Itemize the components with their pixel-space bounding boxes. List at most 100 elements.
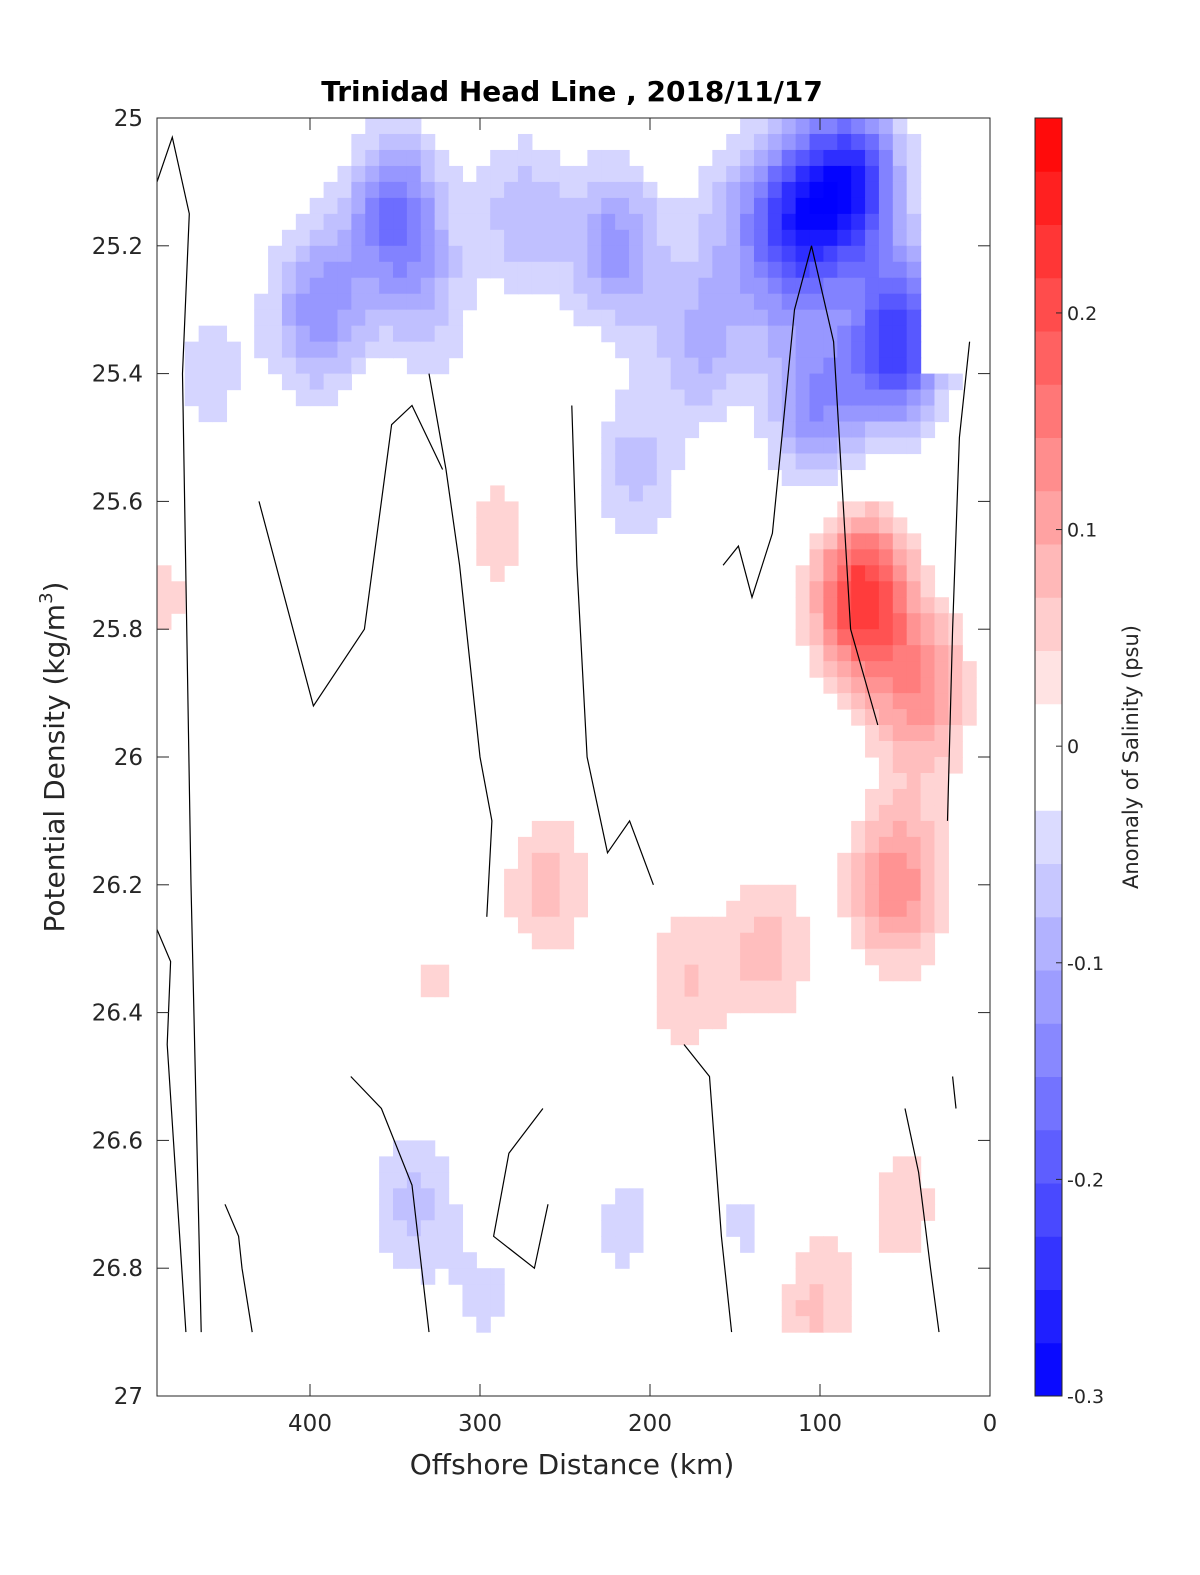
- heatmap-cell: [809, 309, 824, 327]
- heatmap-cell: [462, 197, 477, 215]
- heatmap-cell: [851, 661, 866, 678]
- heatmap-cell: [726, 309, 741, 327]
- heatmap-cell: [726, 277, 741, 295]
- heatmap-cell: [726, 165, 741, 183]
- heatmap-cell: [753, 996, 769, 1014]
- heatmap-cell: [379, 1236, 394, 1253]
- colorbar-segment: [1035, 757, 1062, 811]
- heatmap-cell: [309, 245, 325, 263]
- heatmap-cell: [892, 197, 908, 215]
- heatmap-cell: [393, 245, 408, 263]
- heatmap-cell: [698, 389, 713, 407]
- heatmap-cell: [476, 1316, 491, 1333]
- heatmap-cell: [740, 1236, 755, 1253]
- heatmap-cell: [795, 597, 811, 614]
- heatmap-cell: [906, 565, 922, 582]
- heatmap-cell: [504, 165, 519, 183]
- heatmap-cell: [448, 325, 464, 343]
- y-tick-label: 25: [114, 106, 143, 132]
- heatmap-cell: [740, 964, 755, 982]
- colorbar-segment: [1035, 490, 1062, 545]
- heatmap-cell: [531, 213, 547, 231]
- heatmap-cell: [462, 261, 477, 279]
- heatmap-cell: [878, 565, 894, 582]
- heatmap-cell: [559, 277, 575, 295]
- colorbar: [1035, 118, 1062, 1397]
- heatmap-cell: [531, 932, 547, 950]
- heatmap-cell: [906, 677, 922, 694]
- heatmap-cell: [420, 309, 436, 327]
- heatmap-cell: [878, 709, 894, 726]
- heatmap-cell: [434, 325, 450, 343]
- heatmap-cell: [837, 597, 852, 614]
- heatmap-cell: [948, 373, 963, 391]
- heatmap-cell: [906, 709, 922, 726]
- heatmap-cell: [698, 916, 713, 934]
- heatmap-cell: [920, 948, 936, 966]
- heatmap-cell: [892, 421, 908, 439]
- heatmap-cell: [837, 133, 852, 151]
- heatmap-cell: [420, 133, 436, 151]
- heatmap-cell: [753, 341, 769, 359]
- heatmap-cell: [406, 1188, 422, 1205]
- heatmap-cell: [379, 149, 394, 167]
- heatmap-cell: [865, 725, 880, 742]
- heatmap-cell: [823, 133, 838, 151]
- heatmap-cell: [837, 341, 852, 359]
- heatmap-cell: [781, 996, 797, 1014]
- heatmap-cell: [906, 693, 922, 710]
- heatmap-cell: [837, 565, 852, 582]
- heatmap-cell: [851, 517, 866, 534]
- heatmap-cell: [670, 277, 686, 295]
- heatmap-cell: [434, 1252, 450, 1269]
- heatmap-cell: [934, 373, 949, 391]
- heatmap-cell: [379, 1172, 394, 1189]
- heatmap-cell: [767, 197, 783, 215]
- colorbar-segment: [1035, 171, 1062, 225]
- heatmap-cell: [809, 245, 824, 263]
- heatmap-cell: [712, 980, 727, 998]
- heatmap-cell: [878, 437, 894, 455]
- heatmap-cell: [892, 948, 908, 966]
- heatmap-cell: [809, 629, 824, 646]
- x-tick-label: 100: [798, 1411, 842, 1437]
- heatmap-cell: [323, 389, 339, 407]
- heatmap-cell: [934, 757, 949, 774]
- heatmap-cell: [545, 852, 561, 870]
- heatmap-cell: [323, 341, 339, 359]
- heatmap-cell: [351, 277, 366, 295]
- heatmap-cell: [851, 118, 866, 135]
- heatmap-cell: [878, 261, 894, 279]
- heatmap-cell: [559, 884, 575, 902]
- heatmap-cell: [559, 165, 575, 183]
- heatmap-cell: [684, 373, 700, 391]
- heatmap-cell: [851, 165, 866, 183]
- heatmap-cell: [892, 325, 908, 343]
- heatmap-cell: [795, 261, 811, 279]
- x-tick-label: 0: [983, 1411, 998, 1437]
- heatmap-cell: [684, 357, 700, 375]
- heatmap-cell: [281, 309, 297, 327]
- heatmap-cell: [878, 213, 894, 231]
- heatmap-cell: [767, 884, 783, 902]
- heatmap-cell: [226, 341, 241, 359]
- heatmap-cell: [892, 629, 908, 646]
- heatmap-cell: [351, 309, 366, 327]
- heatmap-cell: [684, 229, 700, 247]
- heatmap-cell: [712, 948, 727, 966]
- heatmap-cell: [393, 181, 408, 199]
- heatmap-cell: [934, 916, 949, 934]
- y-tick-label: 25.6: [92, 489, 143, 515]
- heatmap-cell: [823, 1268, 838, 1285]
- heatmap-cell: [268, 245, 283, 263]
- heatmap-cell: [837, 1252, 852, 1269]
- heatmap-cell: [865, 788, 880, 806]
- heatmap-cell: [823, 373, 838, 391]
- heatmap-cell: [629, 517, 644, 534]
- heatmap-cell: [906, 932, 922, 950]
- heatmap-cell: [337, 165, 352, 183]
- heatmap-cell: [656, 405, 672, 423]
- heatmap-cell: [615, 421, 630, 439]
- heatmap-cell: [684, 421, 700, 439]
- heatmap-cell: [684, 932, 700, 950]
